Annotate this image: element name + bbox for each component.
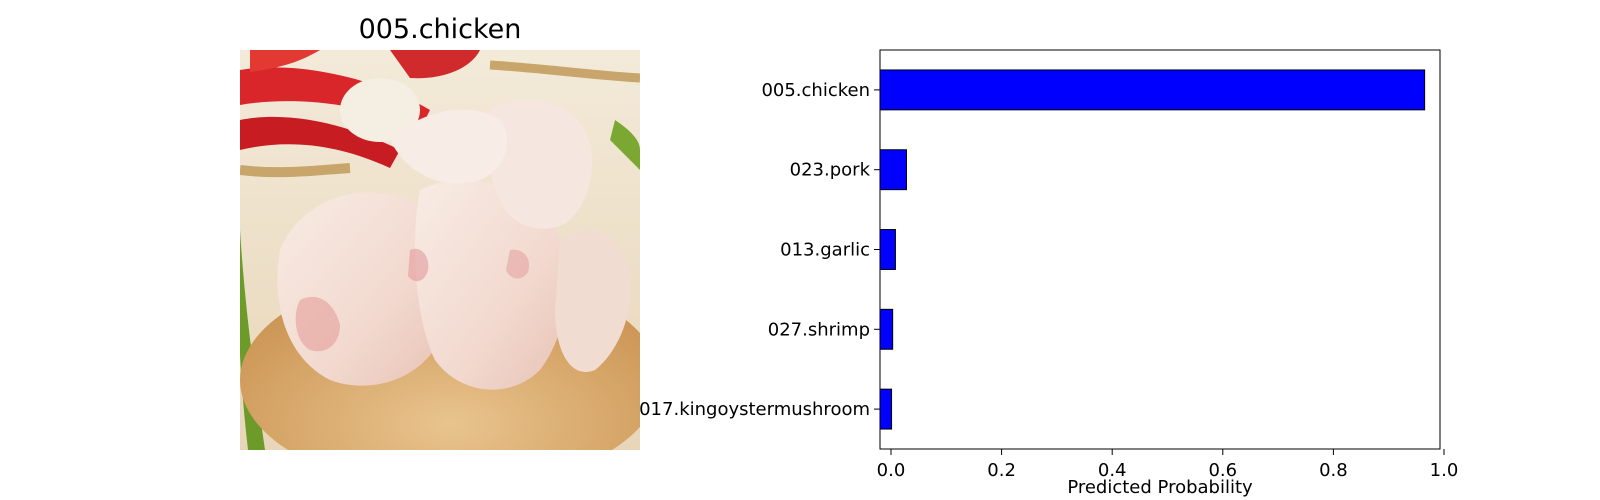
bar-0 (879, 69, 1426, 111)
bar-4 (879, 388, 893, 430)
y-tick-label: 017.kingoystermushroom (639, 399, 870, 420)
y-tick-label: 023.pork (790, 160, 871, 181)
food-photo (240, 50, 640, 450)
chicken-photo-illustration (240, 50, 640, 450)
bar-3 (879, 308, 894, 350)
x-tick-label: 0.2 (987, 460, 1016, 481)
x-tick-label: 0.6 (1208, 460, 1237, 481)
x-tick-label: 0.8 (1319, 460, 1348, 481)
x-tick-label: 1.0 (1430, 460, 1459, 481)
x-axis-label: Predicted Probability (1067, 477, 1253, 498)
x-tick-label: 0.0 (877, 460, 906, 481)
y-tick-label: 027.shrimp (768, 319, 870, 340)
image-title: 005.chicken (358, 14, 522, 45)
y-tick-label: 013.garlic (780, 240, 870, 261)
bar-2 (879, 229, 896, 270)
bar-1 (879, 149, 907, 191)
x-tick-label: 0.4 (1098, 460, 1127, 481)
y-tick-label: 005.chicken (761, 80, 870, 101)
